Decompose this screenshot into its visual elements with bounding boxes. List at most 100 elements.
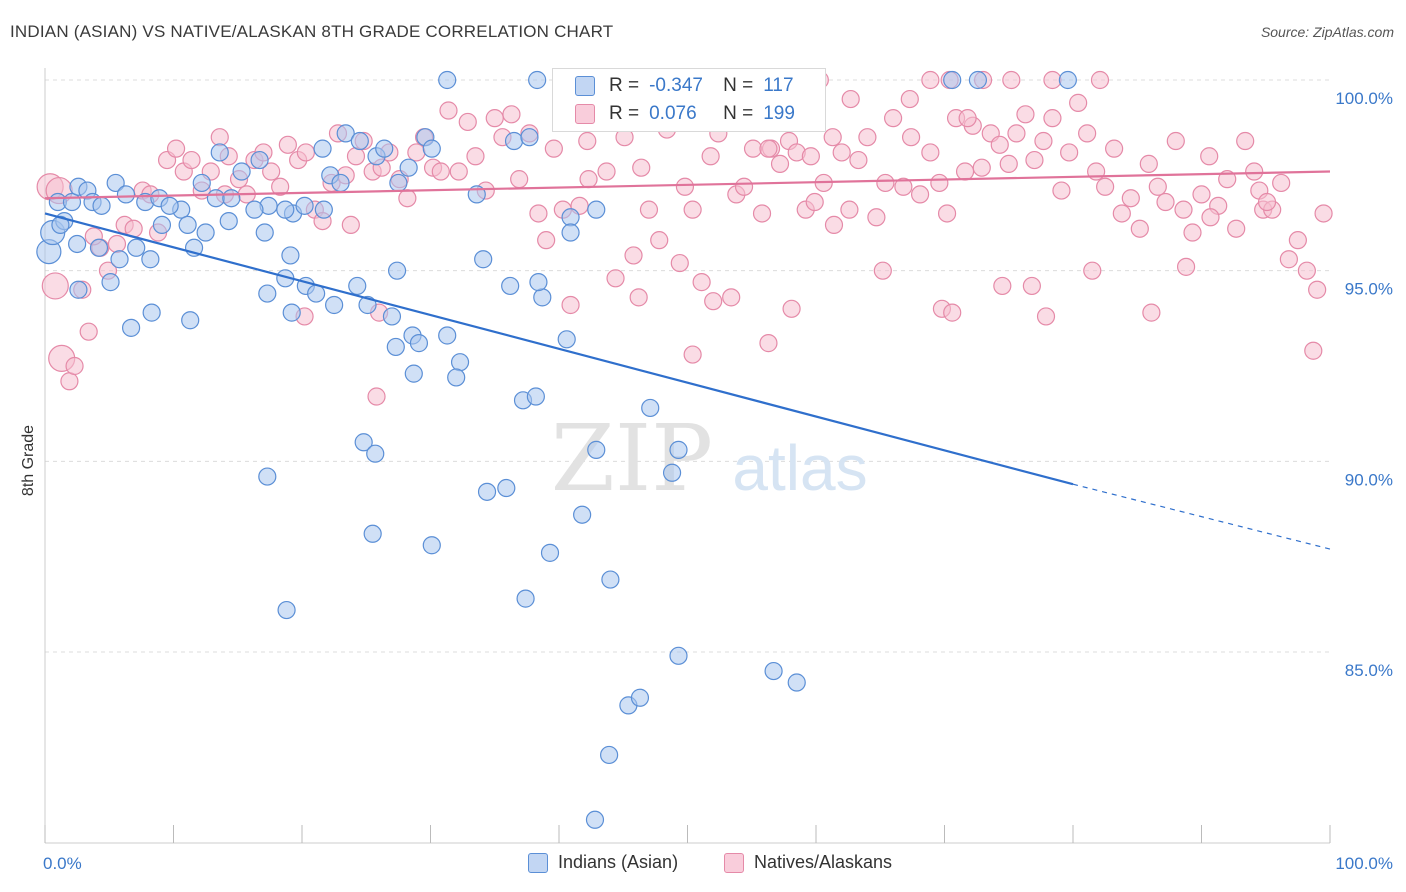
indians-legend-swatch [528, 852, 548, 873]
watermark: ZIP atlas [551, 405, 868, 512]
indians-point [277, 600, 296, 620]
indians-point [399, 158, 418, 177]
indians-point [276, 200, 295, 219]
indians-point [152, 215, 172, 235]
natives-point [1257, 192, 1277, 212]
legend-item-natives[interactable]: Natives/Alaskans [724, 852, 892, 873]
natives-point [1078, 124, 1097, 143]
indians-point [573, 505, 592, 524]
natives-point [166, 139, 186, 158]
natives-point [1130, 219, 1149, 238]
indians-trend-extension [1072, 483, 1331, 550]
indians-point [497, 478, 516, 498]
x-tick-label: 100.0% [1335, 854, 1393, 873]
legend-item-indians[interactable]: Indians (Asian) [528, 852, 678, 873]
natives-point [823, 128, 842, 147]
indians-point [585, 810, 605, 829]
chart-title: INDIAN (ASIAN) VS NATIVE/ALASKAN 8TH GRA… [10, 22, 614, 41]
indians-point [258, 467, 277, 486]
indians-point [69, 280, 88, 299]
watermark-zip: ZIP [551, 405, 713, 512]
indians-point [447, 368, 466, 387]
indians-point [210, 143, 229, 162]
natives-point [1174, 200, 1193, 219]
indians-point [354, 433, 373, 452]
r-value: 0.076 [649, 103, 697, 124]
indians-point [526, 387, 545, 406]
axes: 8th Grade [20, 68, 1331, 844]
natives-swatch [575, 104, 595, 124]
indians-point [89, 238, 109, 257]
indians-point [101, 273, 120, 292]
n-label: N = [723, 75, 754, 96]
natives-point [346, 147, 366, 166]
natives-point [210, 128, 229, 147]
natives-point [873, 261, 892, 280]
watermark-atlas: atlas [732, 432, 867, 504]
natives-point [858, 128, 877, 147]
indians-point [943, 70, 962, 90]
indians-point [358, 295, 377, 315]
natives-point [485, 109, 504, 128]
indians-point [669, 646, 688, 665]
natives-trend-line [44, 170, 1331, 200]
natives-point [182, 150, 201, 170]
natives-point [1304, 341, 1323, 360]
indians-point [350, 131, 369, 151]
indians-point [528, 70, 547, 90]
natives-point [544, 139, 563, 158]
natives-point [1096, 177, 1115, 196]
natives-point [502, 105, 521, 124]
indians-point [295, 196, 314, 215]
r-label: R = [609, 75, 640, 96]
natives-point [921, 70, 940, 90]
indians-point [181, 311, 200, 330]
natives-point [900, 89, 919, 109]
natives-point [367, 387, 386, 406]
indians-point [533, 288, 552, 307]
indians-point [764, 661, 783, 681]
indians-point [409, 334, 429, 353]
indians-point [206, 189, 226, 208]
natives-point [1105, 139, 1124, 158]
natives-point [930, 173, 949, 193]
natives-point [943, 303, 962, 322]
indians-point [325, 295, 344, 315]
indians-point [561, 208, 580, 227]
natives-point [262, 162, 281, 181]
natives-point [972, 158, 991, 177]
indians-point [116, 185, 136, 204]
y-tick-label: 95.0% [1345, 280, 1393, 299]
r-label: R = [609, 103, 640, 124]
natives-point [624, 246, 643, 265]
natives-point [876, 173, 895, 193]
natives-point [107, 234, 127, 254]
natives-point [439, 101, 458, 120]
natives-point [937, 204, 957, 223]
natives-point [867, 208, 886, 227]
indians-point [387, 261, 407, 280]
indians-point [196, 223, 215, 242]
y-tick-label: 100.0% [1335, 89, 1393, 108]
natives-point [466, 147, 485, 166]
indians-point [422, 139, 441, 158]
indians-point [630, 688, 650, 707]
natives-point [752, 204, 772, 223]
trend-lines [44, 170, 1331, 550]
y-tick-label: 85.0% [1345, 661, 1393, 680]
indians-point [601, 570, 620, 589]
indians-point [1058, 70, 1077, 90]
indians-point [258, 284, 277, 303]
indians-point [557, 330, 576, 349]
natives-point [840, 200, 859, 219]
natives-point [650, 231, 669, 250]
indians-point [307, 284, 326, 303]
natives-point [770, 154, 790, 173]
stats-row-indians: R = -0.347 N = 117 [575, 73, 794, 99]
x-tick-label: 0.0% [43, 854, 82, 873]
series-indians-points [36, 70, 1077, 829]
indians-point [331, 173, 350, 193]
stats-row-natives: R = 0.076 N = 199 [575, 101, 795, 127]
indians-point [382, 307, 402, 326]
